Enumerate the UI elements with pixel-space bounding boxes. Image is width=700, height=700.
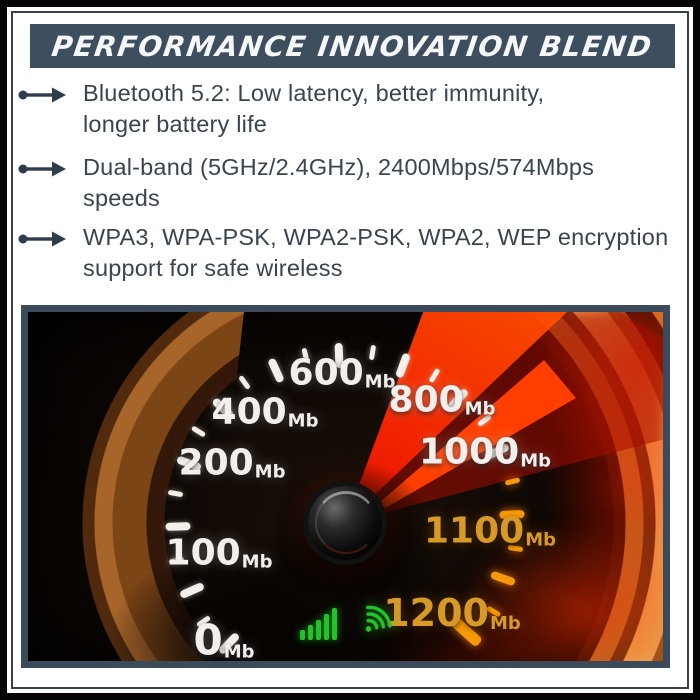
card: PERFORMANCE INNOVATION BLEND Bluetooth 5… [7, 7, 693, 693]
feature-line: longer battery life [83, 111, 268, 137]
feature-line: support for safe wireless [83, 255, 343, 281]
wifi-icon [365, 605, 392, 632]
feature-text: WPA3, WPA-PSK, WPA2-PSK, WPA2, WEP encry… [83, 222, 668, 284]
gauge-label-200: 200Mb [178, 442, 286, 484]
gauge-label-0: 0Mb [193, 615, 255, 662]
speedometer-photo-frame: 0Mb 100Mb 200Mb 400Mb 600Mb 800Mb 1000Mb… [21, 305, 670, 668]
feature-text: Bluetooth 5.2: Low latency, better immun… [83, 78, 544, 140]
title-banner: PERFORMANCE INNOVATION BLEND [30, 24, 675, 68]
gauge-label-600: 600Mb [288, 352, 396, 394]
arrow-icon [18, 231, 66, 247]
feature-item-bluetooth: Bluetooth 5.2: Low latency, better immun… [18, 78, 678, 140]
arrow-icon [18, 87, 66, 103]
feature-line: speeds [83, 185, 160, 211]
page-title: PERFORMANCE INNOVATION BLEND [49, 29, 656, 63]
speedometer-photo: 0Mb 100Mb 200Mb 400Mb 600Mb 800Mb 1000Mb… [28, 312, 663, 661]
gauge-label-1000: 1000Mb [419, 431, 551, 473]
arrow-icon [18, 161, 66, 177]
gauge-hub [308, 486, 382, 560]
gauge-label-100: 100Mb [165, 532, 273, 574]
gauge-label-400: 400Mb [211, 391, 319, 433]
gauge-label-800: 800Mb [388, 379, 496, 421]
feature-line: Bluetooth 5.2: Low latency, better immun… [83, 80, 545, 106]
gauge-label-1200: 1200Mb [383, 591, 521, 635]
feature-line: Dual-band (5GHz/2.4GHz), 2400Mbps/574Mbp… [83, 154, 595, 180]
feature-item-encryption: WPA3, WPA-PSK, WPA2-PSK, WPA2, WEP encry… [18, 222, 678, 284]
signal-bars-icon [300, 606, 337, 640]
feature-line: WPA3, WPA-PSK, WPA2-PSK, WPA2, WEP encry… [83, 224, 669, 250]
gauge-label-1100: 1100Mb [424, 510, 556, 552]
feature-item-dual-band: Dual-band (5GHz/2.4GHz), 2400Mbps/574Mbp… [18, 152, 678, 214]
feature-text: Dual-band (5GHz/2.4GHz), 2400Mbps/574Mbp… [83, 152, 594, 214]
